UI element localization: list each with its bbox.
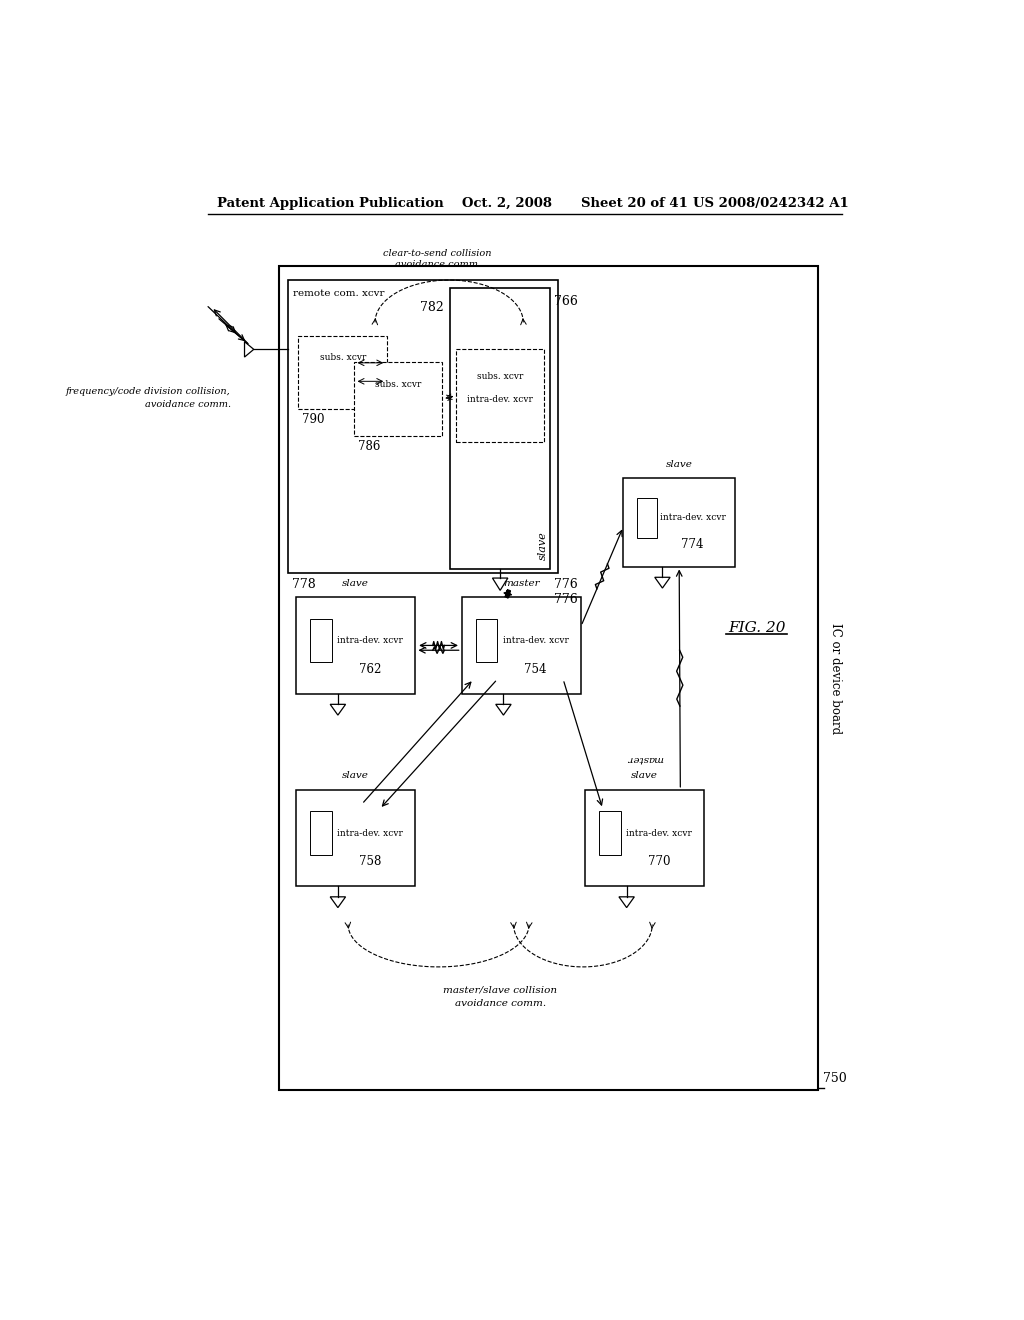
Text: intra-dev. xcvr: intra-dev. xcvr (467, 395, 534, 404)
Text: Oct. 2, 2008: Oct. 2, 2008 (462, 197, 552, 210)
Text: Patent Application Publication: Patent Application Publication (217, 197, 443, 210)
Text: slave: slave (342, 579, 370, 587)
Polygon shape (330, 705, 345, 715)
Text: subs. xcvr: subs. xcvr (477, 372, 523, 380)
Text: master: master (627, 755, 663, 763)
Text: slave: slave (666, 459, 692, 469)
Bar (624, 478, 735, 566)
Bar (457, 350, 544, 442)
Text: intra-dev. xcvr: intra-dev. xcvr (337, 636, 403, 645)
Polygon shape (654, 577, 670, 589)
Text: US 2008/0242342 A1: US 2008/0242342 A1 (692, 197, 849, 210)
Text: master/slave collision: master/slave collision (443, 986, 557, 994)
Text: FIG. 20: FIG. 20 (728, 622, 785, 635)
Bar (289, 280, 558, 573)
Text: intra-dev. xcvr: intra-dev. xcvr (337, 829, 403, 838)
Polygon shape (330, 896, 345, 908)
Text: 778: 778 (292, 578, 316, 591)
Text: 790: 790 (302, 413, 325, 426)
Text: master: master (503, 579, 540, 587)
Text: 762: 762 (359, 663, 381, 676)
Text: clear-to-send collision
avoidance comm.: clear-to-send collision avoidance comm. (383, 249, 492, 268)
Bar (310, 619, 332, 663)
Bar (296, 597, 416, 693)
Text: 770: 770 (647, 855, 670, 869)
Bar (298, 335, 387, 409)
Polygon shape (618, 896, 634, 908)
Bar (637, 498, 656, 537)
Polygon shape (493, 578, 508, 590)
Text: subs. xcvr: subs. xcvr (319, 352, 366, 362)
Text: slave: slave (631, 771, 658, 780)
Text: 786: 786 (357, 440, 380, 453)
Text: 776: 776 (554, 593, 578, 606)
Text: intra-dev. xcvr: intra-dev. xcvr (503, 636, 568, 645)
Bar (462, 597, 581, 693)
Text: avoidance comm.: avoidance comm. (455, 999, 546, 1008)
Text: 782: 782 (420, 301, 444, 314)
Bar (296, 789, 416, 886)
Text: intra-dev. xcvr: intra-dev. xcvr (659, 513, 726, 523)
Bar (585, 789, 705, 886)
Text: Sheet 20 of 41: Sheet 20 of 41 (581, 197, 688, 210)
Text: IC or device board: IC or device board (828, 623, 842, 734)
Text: slave: slave (342, 771, 370, 780)
Text: intra-dev. xcvr: intra-dev. xcvr (626, 829, 692, 838)
Text: 776: 776 (554, 578, 578, 591)
Bar (354, 363, 442, 436)
Text: slave: slave (538, 532, 548, 560)
Text: frequency/code division collision,: frequency/code division collision, (66, 387, 230, 396)
Text: 750: 750 (823, 1072, 847, 1085)
Text: 758: 758 (359, 855, 381, 869)
Text: 766: 766 (554, 296, 578, 308)
Text: remote com. xcvr: remote com. xcvr (293, 289, 385, 298)
Text: avoidance comm.: avoidance comm. (144, 400, 230, 409)
Text: 754: 754 (524, 663, 547, 676)
Bar (476, 619, 498, 663)
Text: 774: 774 (681, 537, 703, 550)
Bar (599, 812, 621, 855)
Bar (451, 288, 550, 569)
Polygon shape (496, 705, 511, 715)
Text: subs. xcvr: subs. xcvr (375, 380, 421, 388)
Bar (310, 812, 332, 855)
Bar (280, 267, 818, 1090)
Polygon shape (245, 342, 254, 358)
